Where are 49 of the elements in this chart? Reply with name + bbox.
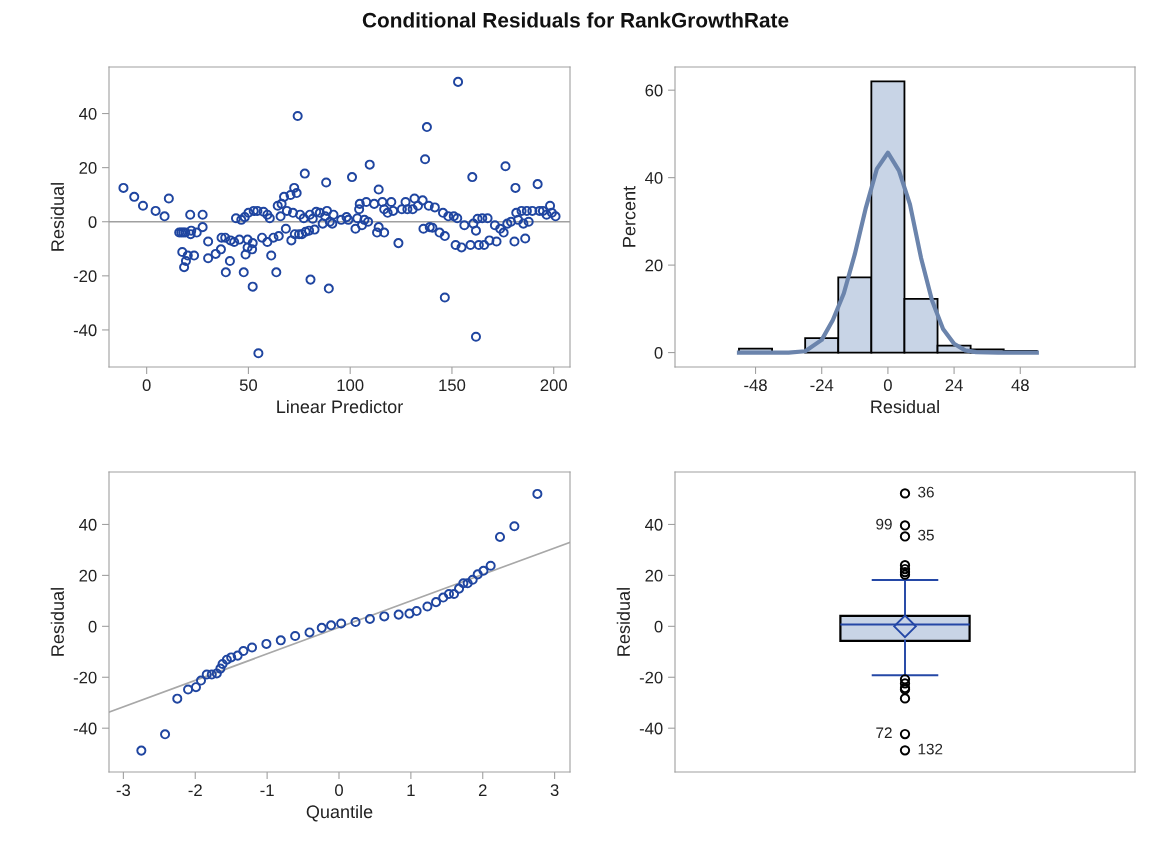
y-tick-label: 60 <box>645 84 663 97</box>
y-tick-label: 20 <box>79 569 97 582</box>
y-tick-label: 20 <box>645 259 663 272</box>
annotation: 99 <box>876 518 892 530</box>
x-tick-label: 0 <box>335 784 343 797</box>
y-tick-label: -20 <box>639 671 663 684</box>
annotation: 132 <box>918 743 943 755</box>
y-tick-label: 0 <box>654 620 663 633</box>
x-tick-label: 3 <box>550 784 559 797</box>
y-tick-label: -20 <box>73 270 97 283</box>
x-tick-label: 200 <box>540 379 567 392</box>
x-axis-title: Linear Predictor <box>277 399 403 414</box>
y-axis-title: Residual <box>616 588 630 656</box>
x-tick-label: 48 <box>1011 379 1029 392</box>
annotation: 35 <box>918 529 934 541</box>
y-tick-label: 40 <box>645 518 663 531</box>
x-axis-title: Quantile <box>306 804 373 822</box>
x-tick-label: 1 <box>407 784 415 796</box>
y-tick-label: 20 <box>645 569 663 582</box>
x-tick-label: 2 <box>478 784 487 796</box>
y-tick-label: 20 <box>79 162 97 174</box>
x-tick-label: -1 <box>260 784 274 796</box>
x-tick-label: 0 <box>142 379 151 392</box>
x-tick-label: -3 <box>116 784 131 797</box>
y-tick-label: 0 <box>654 346 663 359</box>
y-tick-label: 40 <box>79 107 97 120</box>
x-tick-label: -24 <box>810 379 834 391</box>
y-tick-label: 0 <box>88 620 97 633</box>
chart-title: Conditional Residuals for RankGrowthRate <box>362 12 789 28</box>
y-tick-label: -40 <box>73 722 97 735</box>
y-tick-label: 40 <box>645 172 663 184</box>
y-axis-title: Residual <box>50 183 64 251</box>
annotation: 72 <box>876 727 892 739</box>
x-tick-label: -48 <box>744 379 767 392</box>
x-tick-label: 50 <box>239 379 258 392</box>
x-tick-label: 100 <box>337 379 364 392</box>
x-tick-label: 0 <box>883 379 892 392</box>
annotation: 36 <box>918 486 934 498</box>
y-tick-label: -40 <box>73 324 97 337</box>
x-tick-label: -2 <box>188 784 202 796</box>
y-axis-title: Percent <box>622 186 636 247</box>
y-tick-label: -20 <box>73 671 97 684</box>
y-tick-label: 40 <box>79 518 97 531</box>
y-axis-title: Residual <box>50 588 64 656</box>
x-tick-label: 150 <box>439 379 466 392</box>
y-tick-label: 0 <box>88 216 97 228</box>
y-tick-label: -40 <box>639 722 663 735</box>
x-axis-title: Residual <box>871 399 939 414</box>
x-tick-label: 24 <box>945 379 963 391</box>
